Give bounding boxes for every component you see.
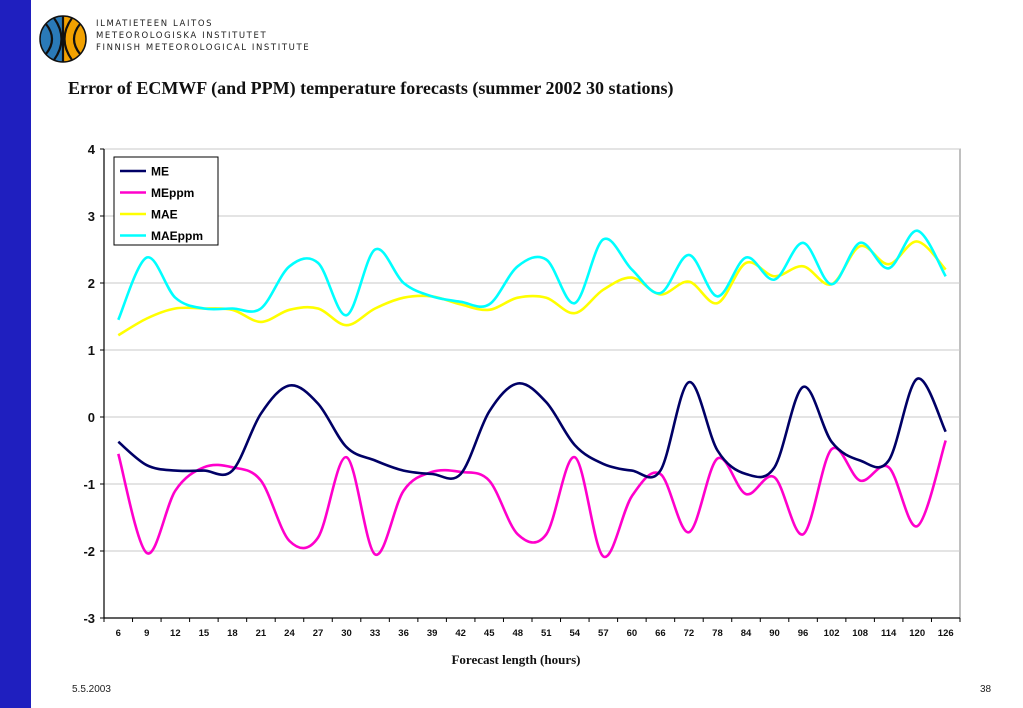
organization-name: ILMATIETEEN LAITOS METEOROLOGISKA INSTIT…: [96, 18, 310, 54]
legend-label-mae: MAE: [151, 208, 178, 222]
x-tick-label: 33: [370, 628, 381, 639]
x-tick-label: 96: [798, 628, 809, 639]
x-tick-label: 54: [570, 628, 581, 639]
legend-label-me: ME: [151, 165, 169, 179]
y-tick-label: 2: [88, 276, 95, 291]
x-tick-label: 78: [712, 628, 723, 639]
x-tick-label: 84: [741, 628, 752, 639]
x-tick-label: 72: [684, 628, 695, 639]
fmi-logo: [39, 15, 87, 63]
x-tick-label: 15: [199, 628, 210, 639]
x-tick-label: 21: [256, 628, 267, 639]
x-tick-label: 39: [427, 628, 438, 639]
x-tick-label: 30: [341, 628, 352, 639]
x-tick-label: 36: [398, 628, 409, 639]
x-tick-label: 60: [627, 628, 638, 639]
x-axis-label: Forecast length (hours): [451, 652, 580, 667]
legend-label-maeppm: MAEppm: [151, 229, 203, 243]
org-line-en: FINNISH METEOROLOGICAL INSTITUTE: [96, 43, 311, 53]
plot-area: [103, 148, 961, 619]
y-tick-label: -2: [83, 544, 95, 559]
org-line-sv: METEOROLOGISKA INSTITUTET: [96, 31, 268, 41]
x-tick-label: 18: [227, 628, 238, 639]
x-tick-label: 120: [909, 628, 925, 639]
x-tick-label: 57: [598, 628, 609, 639]
x-tick-label: 42: [455, 628, 466, 639]
y-tick-label: -3: [83, 611, 95, 626]
x-tick-label: 102: [824, 628, 840, 639]
x-tick-label: 90: [769, 628, 780, 639]
x-tick-label: 6: [116, 628, 121, 639]
y-tick-label: 3: [88, 209, 95, 224]
y-tick-label: 4: [88, 142, 96, 157]
x-tick-label: 12: [170, 628, 181, 639]
series-line-meppm: [117, 440, 947, 558]
footer-page-number: 38: [980, 684, 992, 695]
left-accent-bar: [0, 0, 31, 708]
series-line-mae: [117, 240, 947, 337]
footer-date: 5.5.2003: [72, 684, 111, 695]
x-tick-label: 48: [512, 628, 523, 639]
x-tick-label: 66: [655, 628, 666, 639]
x-tick-label: 51: [541, 628, 552, 639]
x-tick-label: 45: [484, 628, 495, 639]
series-line-maeppm: [117, 229, 947, 321]
y-tick-label: -1: [83, 477, 95, 492]
x-tick-label: 126: [938, 628, 954, 639]
x-tick-label: 9: [144, 628, 149, 639]
x-tick-label: 114: [881, 628, 897, 639]
chart-title: Error of ECMWF (and PPM) temperature for…: [68, 78, 674, 98]
x-tick-label: 27: [313, 628, 324, 639]
y-tick-label: 1: [88, 343, 95, 358]
x-tick-label: 108: [852, 628, 868, 639]
org-line-fi: ILMATIETEEN LAITOS: [96, 19, 214, 29]
x-tick-label: 24: [284, 628, 295, 639]
series-line-me: [117, 377, 947, 480]
legend-label-meppm: MEppm: [151, 186, 194, 200]
y-tick-label: 0: [88, 410, 95, 425]
